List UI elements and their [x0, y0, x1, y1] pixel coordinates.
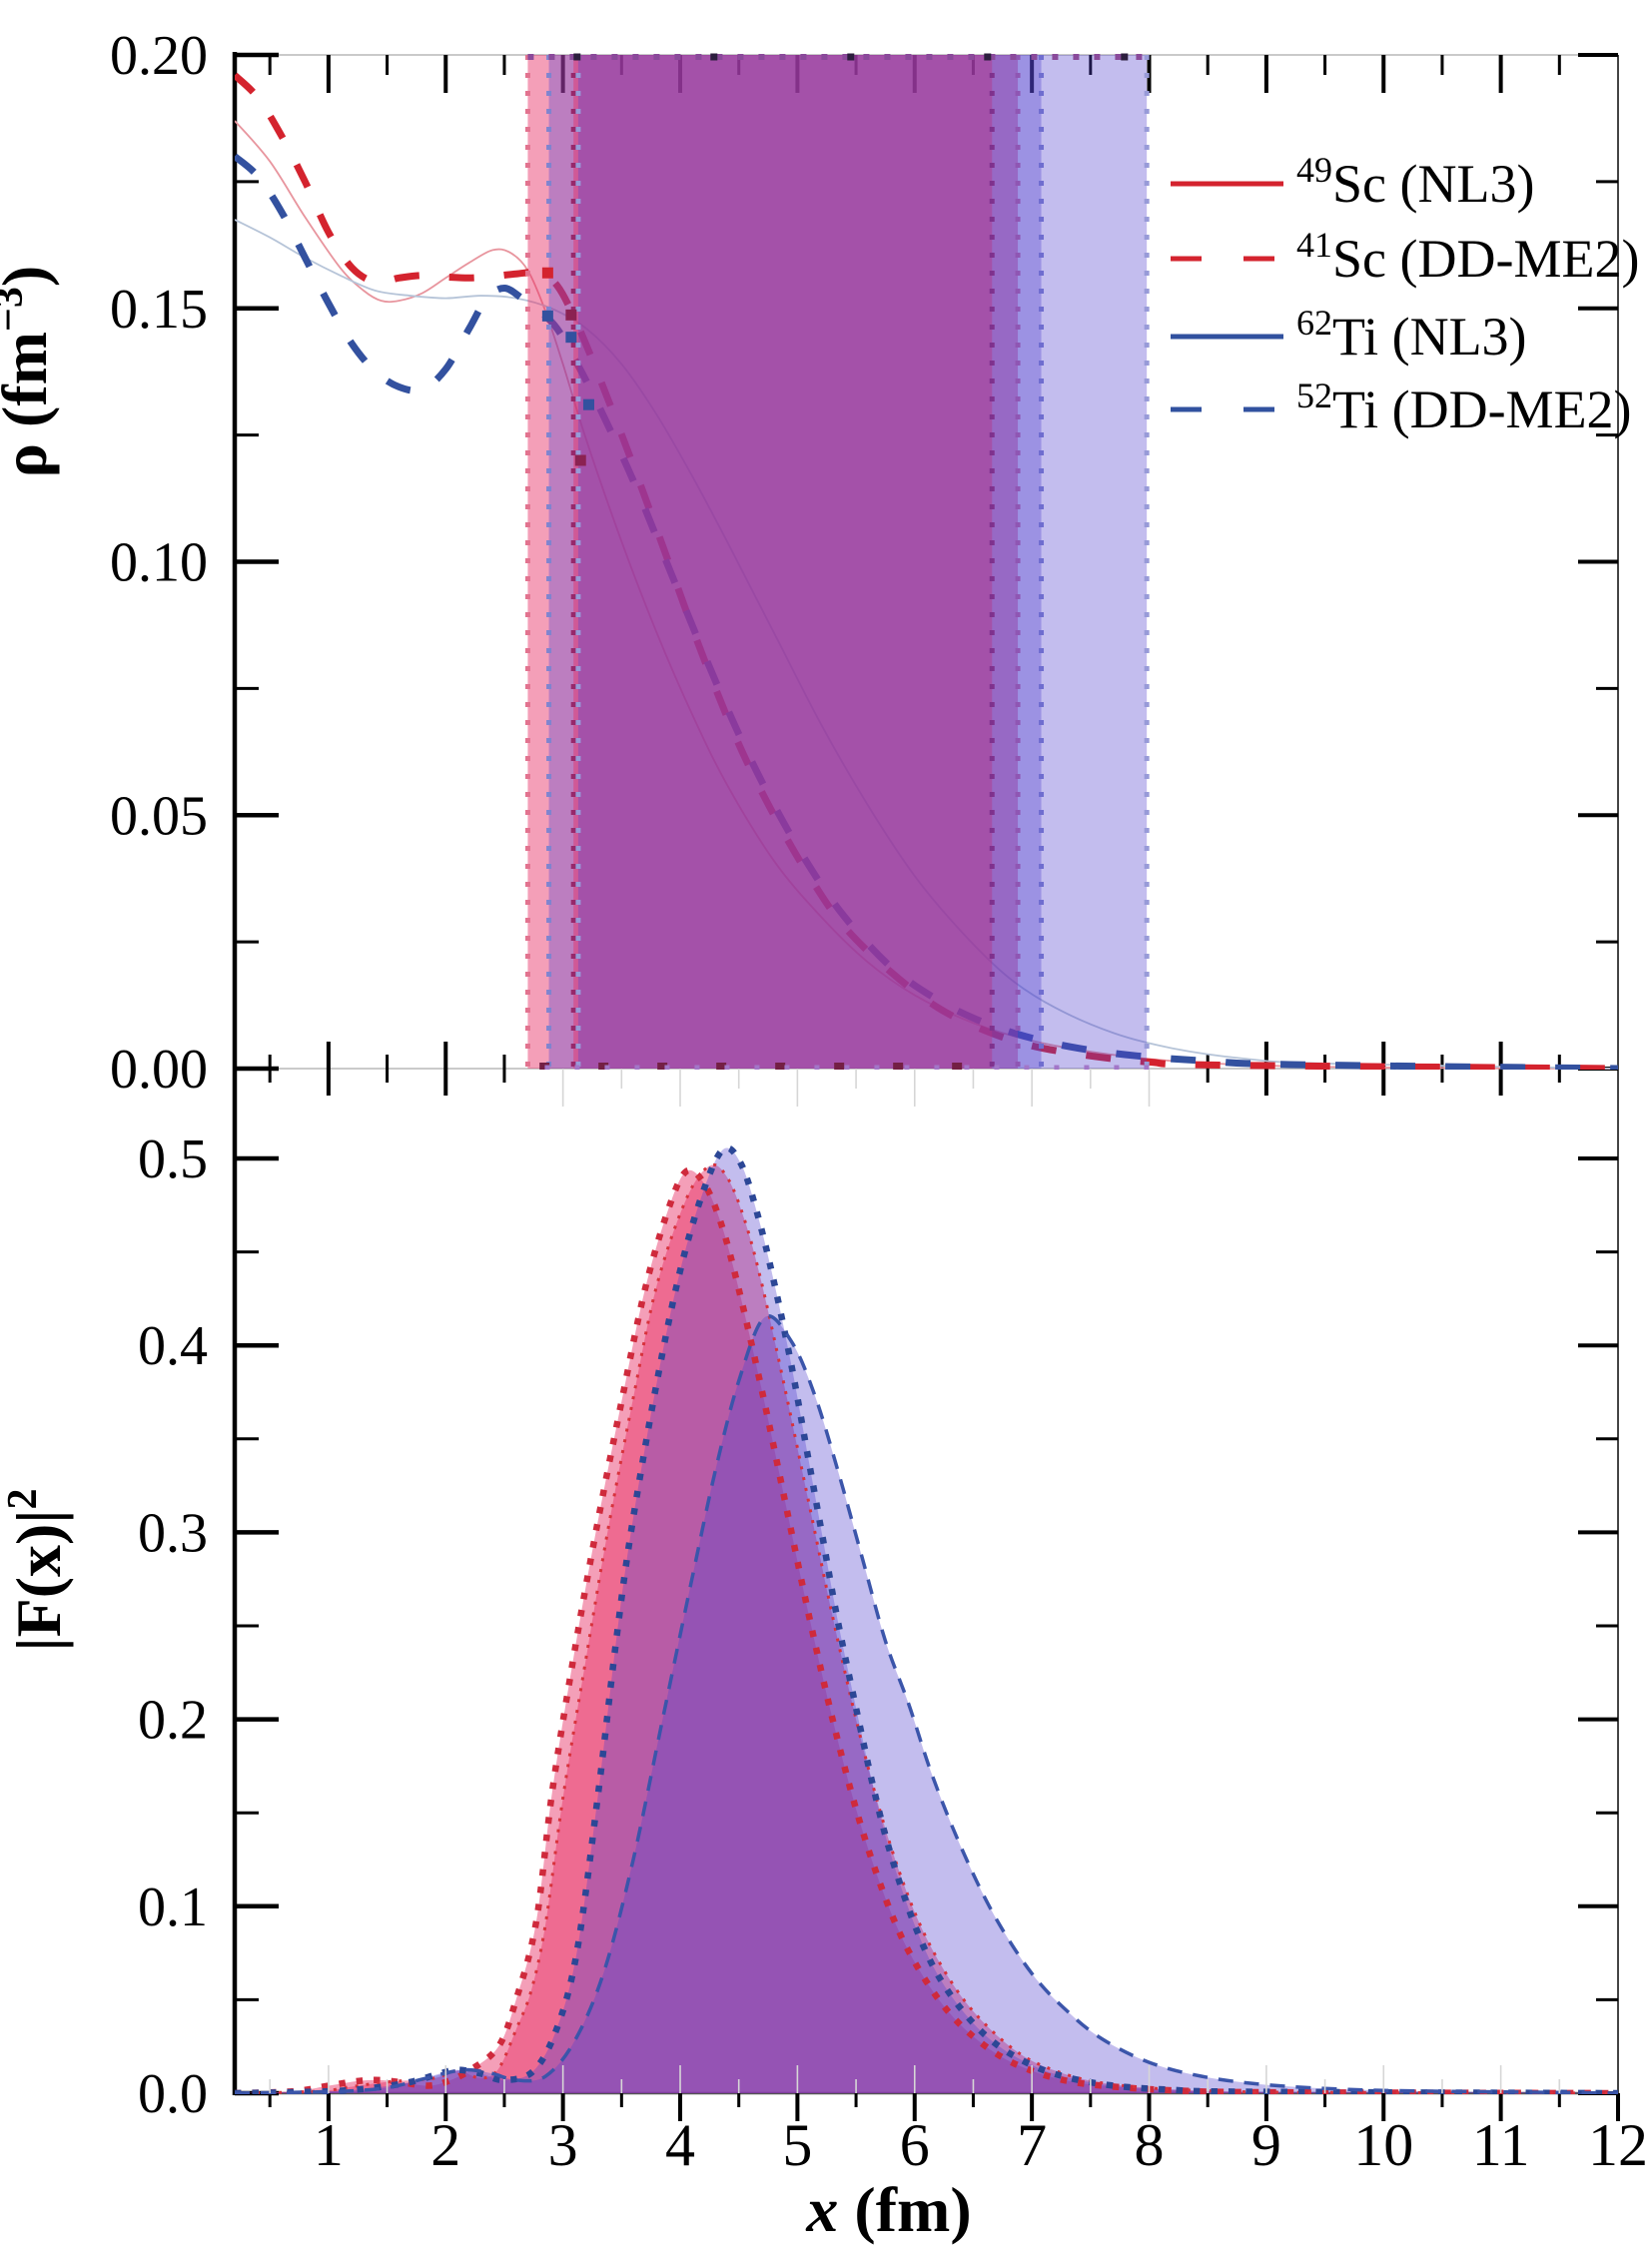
density-curve-sc41_ddme2 [235, 72, 1618, 1070]
band-1 [548, 55, 1042, 1069]
xtick-label: 6 [900, 2112, 930, 2178]
xtick-label: 4 [665, 2112, 695, 2178]
xtick-label: 11 [1472, 2112, 1530, 2178]
inner-ticks [269, 2065, 1561, 2093]
formfactor-curve-ti62_nl3 [235, 1144, 1618, 2094]
legend-label: 52Ti (DD-ME2) [1296, 376, 1632, 439]
data-marker [565, 309, 577, 321]
formfactor-curve-ti52_ddme2 [235, 1314, 1618, 2094]
legend-entry-ti52_ddme2: 52Ti (DD-ME2) [1171, 376, 1632, 439]
formfactor-fill-sc49_nl3 [235, 1169, 1618, 2093]
legend-label: 62Ti (NL3) [1296, 303, 1527, 367]
ytick-label-top: 0.00 [110, 1039, 208, 1101]
density-curve-sc49_nl3 [235, 120, 1618, 1070]
band-0 [527, 55, 1019, 1069]
density-curve-ti62_nl3 [235, 219, 1618, 1070]
ytick-label-bottom: 0.3 [138, 1502, 208, 1564]
ytick-label-bottom: 0.1 [138, 1877, 208, 1938]
data-marker [582, 398, 594, 410]
surface-region-bands [524, 53, 1150, 1070]
y-axis-title-formfactor: |F(x)|2 [0, 1489, 74, 1652]
formfactor-fills [235, 1147, 1618, 2093]
ytick-label-bottom: 0.4 [138, 1315, 208, 1377]
xtick-label: 3 [548, 2112, 578, 2178]
ytick-label-bottom: 0.0 [138, 2063, 208, 2125]
legend: 49Sc (NL3) 41Sc (DD-ME2) 62Ti (NL3) 52Ti (D… [1171, 150, 1639, 439]
band-3 [577, 55, 1148, 1069]
data-marker [574, 454, 586, 466]
xtick-label: 12 [1588, 2112, 1648, 2178]
xtick-label: 1 [314, 2112, 344, 2178]
ytick-label-top: 0.15 [110, 279, 208, 341]
formfactor-fill-ti52_ddme2 [235, 1315, 1618, 2093]
data-marker [541, 310, 553, 322]
ytick-label-bottom: 0.5 [138, 1129, 208, 1190]
legend-entry-sc49_nl3: 49Sc (NL3) [1171, 150, 1534, 214]
xtick-label: 9 [1251, 2112, 1281, 2178]
legend-label: 41Sc (DD-ME2) [1296, 225, 1639, 289]
x-axis-title: x (fm) [805, 2174, 971, 2245]
legend-entry-sc41_ddme2: 41Sc (DD-ME2) [1171, 225, 1639, 289]
ytick-label-top: 0.20 [110, 25, 208, 87]
formfactor-fill-sc41_ddme2 [235, 1164, 1618, 2093]
band-2 [573, 55, 993, 1069]
legend-label: 49Sc (NL3) [1296, 150, 1534, 214]
tick-labels: 0.200.150.100.050.000.50.40.30.20.10.01 2… [110, 25, 1648, 2178]
xtick-label: 10 [1353, 2112, 1413, 2178]
legend-entry-ti62_nl3: 62Ti (NL3) [1171, 303, 1527, 367]
xtick-label: 8 [1135, 2112, 1165, 2178]
ytick-label-bottom: 0.2 [138, 1690, 208, 1752]
xtick-label: 7 [1017, 2112, 1047, 2178]
xtick-label: 5 [782, 2112, 812, 2178]
ytick-label-top: 0.10 [110, 532, 208, 594]
xtick-label: 2 [430, 2112, 460, 2178]
y-axis-title-density: ρ (fm−3) [0, 266, 60, 477]
density-markers [541, 267, 594, 466]
density-curves [235, 72, 1618, 1070]
ytick-label-top: 0.05 [110, 785, 208, 847]
data-marker [565, 332, 577, 344]
data-marker [541, 267, 553, 279]
